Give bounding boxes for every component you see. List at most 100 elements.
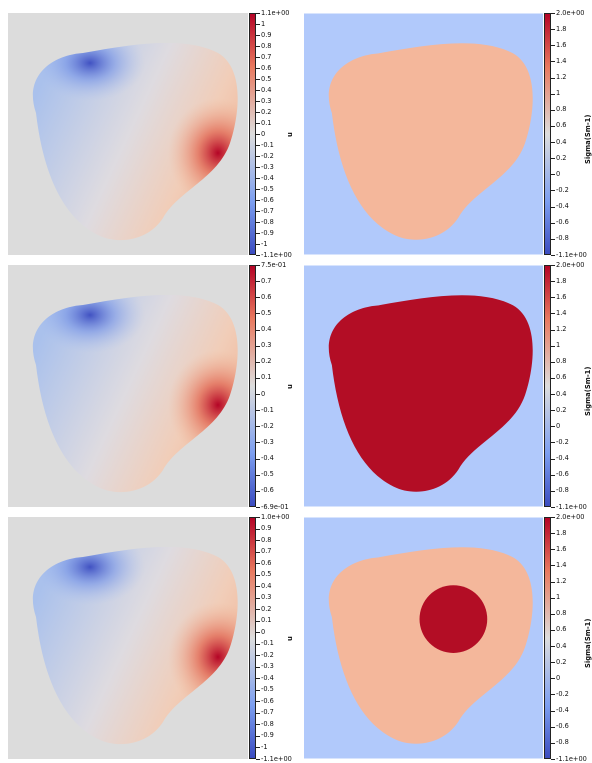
colorbar-label: -1.1e+00 bbox=[556, 250, 587, 259]
colorbar-tick bbox=[551, 13, 555, 14]
colorbar-tick bbox=[256, 297, 260, 299]
colorbar-label: 0.2 bbox=[556, 153, 567, 162]
colorbar-tick bbox=[256, 313, 260, 315]
colorbar-tick bbox=[256, 666, 260, 668]
colorbar-tick bbox=[256, 528, 260, 530]
colorbar-label: -0.5 bbox=[261, 685, 274, 694]
colorbar-label: 0.7 bbox=[261, 276, 272, 285]
colorbar-label: -0.3 bbox=[261, 162, 274, 171]
colorbar-label: -0.1 bbox=[261, 405, 274, 414]
colorbar-label: 0.1 bbox=[261, 118, 272, 127]
colorbar-label: 0.6 bbox=[556, 625, 567, 634]
colorbar-label: 0.8 bbox=[261, 41, 272, 50]
colorbar-label: 0 bbox=[556, 673, 561, 682]
colorbar-label: 0.6 bbox=[556, 373, 567, 382]
colorbar-title: Sigma(Sm-1) bbox=[584, 114, 592, 165]
colorbar-label: -0.9 bbox=[261, 228, 274, 237]
colorbar-label: 0.9 bbox=[261, 524, 272, 533]
positive-pole bbox=[168, 98, 238, 208]
colorbar-tick bbox=[551, 410, 555, 412]
colorbar-label: -0.2 bbox=[261, 151, 274, 160]
colorbar bbox=[544, 13, 551, 255]
colorbar-label: 0.6 bbox=[261, 558, 272, 567]
colorbar-tick bbox=[256, 345, 260, 347]
colorbar-label: 1.6 bbox=[556, 544, 567, 553]
colorbar-tick bbox=[256, 394, 260, 396]
colorbar-tick bbox=[551, 581, 555, 583]
colorbar-tick bbox=[551, 281, 555, 283]
colorbar-label: -0.9 bbox=[261, 731, 274, 740]
colorbar-tick bbox=[551, 61, 555, 63]
colorbar-tick bbox=[551, 45, 555, 47]
colorbar-tick bbox=[256, 178, 260, 179]
colorbar-tick bbox=[256, 90, 260, 91]
colorbar-label: -1 bbox=[261, 239, 268, 248]
potential-field-plot-2 bbox=[8, 265, 248, 507]
colorbar-tick bbox=[256, 712, 260, 714]
colorbar-label: -0.7 bbox=[261, 206, 274, 215]
colorbar-tick bbox=[256, 507, 260, 508]
colorbar-label: -0.4 bbox=[556, 454, 569, 463]
colorbar-label: 0.5 bbox=[261, 74, 272, 83]
colorbar-label: 0.2 bbox=[556, 405, 567, 414]
colorbar-tick bbox=[256, 200, 260, 201]
colorbar-tick bbox=[551, 517, 555, 518]
colorbar-tick bbox=[256, 759, 260, 760]
colorbar-tick bbox=[256, 689, 260, 691]
colorbar-tick bbox=[256, 632, 260, 634]
colorbar-label: 0.2 bbox=[261, 107, 272, 116]
colorbar-label: 0.4 bbox=[261, 581, 272, 590]
colorbar-tick bbox=[551, 507, 555, 508]
colorbar-tick bbox=[551, 222, 555, 224]
colorbar-tick bbox=[256, 167, 260, 168]
colorbar-tick bbox=[551, 565, 555, 567]
colorbar-tick bbox=[551, 142, 555, 144]
colorbar-tick bbox=[256, 101, 260, 102]
colorbar-label: 0 bbox=[261, 129, 266, 138]
colorbar-tick bbox=[256, 189, 260, 190]
colorbar-label: -0.1 bbox=[261, 639, 274, 648]
colorbar-tick bbox=[551, 77, 555, 79]
colorbar-tick bbox=[551, 533, 555, 535]
domain-conductivity bbox=[328, 547, 533, 744]
colorbar-label: -0.3 bbox=[261, 437, 274, 446]
colorbar-label: 0 bbox=[556, 421, 561, 430]
conductivity-plot-1 bbox=[304, 13, 543, 255]
colorbar-label: 1.6 bbox=[556, 292, 567, 301]
colorbar-label: -0.8 bbox=[261, 217, 274, 226]
colorbar-tick bbox=[256, 361, 260, 363]
potential-field-plot-3 bbox=[8, 517, 248, 759]
colorbar-label: -0.7 bbox=[261, 708, 274, 717]
colorbar-label: 0.6 bbox=[261, 63, 272, 72]
colorbar-label: -1.1e+00 bbox=[556, 754, 587, 763]
colorbar-tick bbox=[256, 222, 260, 223]
colorbar-label: -1 bbox=[261, 742, 268, 751]
colorbar-tick bbox=[551, 742, 555, 744]
colorbar-label: -0.4 bbox=[261, 673, 274, 682]
colorbar-label: 1.4 bbox=[556, 56, 567, 65]
colorbar-tick bbox=[551, 329, 555, 331]
colorbar-label: -0.3 bbox=[261, 662, 274, 671]
colorbar-label: 0 bbox=[556, 169, 561, 178]
colorbar-label: -1.1e+00 bbox=[556, 502, 587, 511]
colorbar-label: 2.0e+00 bbox=[556, 512, 585, 521]
colorbar-tick bbox=[551, 694, 555, 696]
colorbar-tick bbox=[256, 563, 260, 565]
colorbar-label: 1.4 bbox=[556, 560, 567, 569]
colorbar-tick bbox=[256, 643, 260, 645]
colorbar-label: 1 bbox=[556, 593, 561, 602]
colorbar-tick bbox=[256, 540, 260, 542]
colorbar-tick bbox=[551, 490, 555, 492]
colorbar-label: -0.6 bbox=[556, 218, 569, 227]
colorbar-label: 0.5 bbox=[261, 308, 272, 317]
colorbar-label: 1.2 bbox=[556, 325, 567, 334]
colorbar-tick bbox=[551, 662, 555, 664]
colorbar-label: 0.8 bbox=[556, 357, 567, 366]
colorbar-tick bbox=[256, 255, 260, 256]
colorbar-label: 1 bbox=[556, 89, 561, 98]
colorbar-tick bbox=[256, 609, 260, 611]
colorbar-label: 0.1 bbox=[261, 616, 272, 625]
colorbar-tick bbox=[551, 345, 555, 347]
colorbar-label: 0.6 bbox=[261, 292, 272, 301]
colorbar-label: 1.4 bbox=[556, 308, 567, 317]
